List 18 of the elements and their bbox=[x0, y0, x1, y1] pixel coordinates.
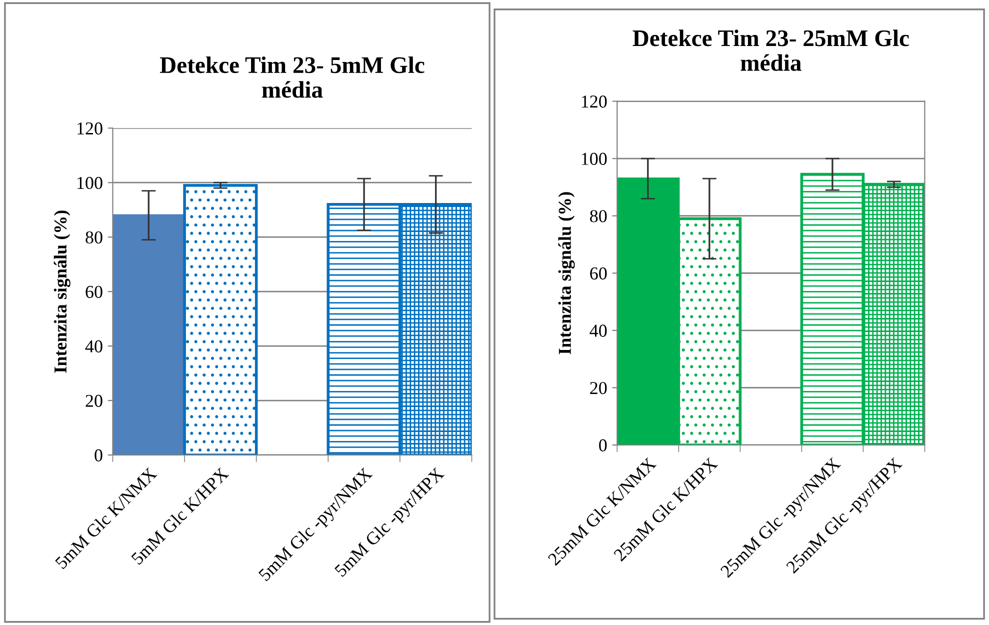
y-tick-label: 100 bbox=[78, 176, 102, 190]
y-tick-label: 120 bbox=[582, 96, 607, 108]
y-tick-label: 100 bbox=[582, 152, 607, 165]
y-tick-label: 20 bbox=[590, 382, 607, 394]
y-tick-label: 0 bbox=[599, 439, 607, 452]
y-tick-label: 80 bbox=[590, 210, 607, 222]
y-tick-label: 60 bbox=[590, 267, 607, 280]
chart-title: Detekce Tim 23- 25mM Glc média bbox=[632, 30, 909, 71]
y-tick-label: 60 bbox=[86, 286, 102, 298]
y-tick-label: 80 bbox=[86, 231, 102, 244]
y-tick-label: 40 bbox=[590, 324, 607, 337]
y-tick-label: 40 bbox=[85, 340, 102, 352]
chart-title: Detekce Tim 23- 5mM Glc média bbox=[160, 56, 424, 98]
y-tick-label: 120 bbox=[78, 122, 102, 135]
y-axis-title: Intenzita signálu (%) bbox=[558, 192, 575, 354]
y-tick-label: 20 bbox=[86, 394, 102, 407]
y-axis-title: Intenzita signálu (%) bbox=[54, 210, 70, 373]
y-tick-label: 0 bbox=[94, 449, 102, 462]
